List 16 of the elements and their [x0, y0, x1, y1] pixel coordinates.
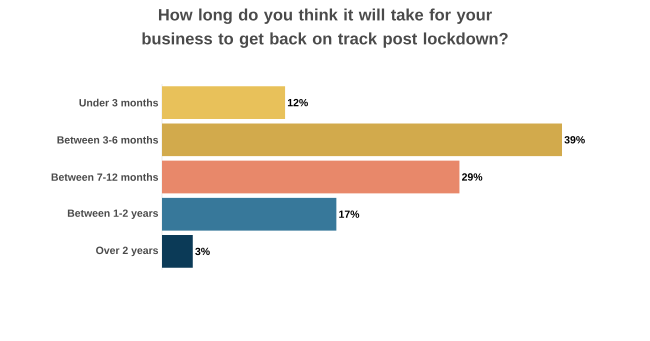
data-label: 12% — [288, 98, 308, 106]
bar — [162, 160, 460, 194]
y-tick-label: Over 2 years — [96, 246, 158, 256]
data-label: 17% — [339, 210, 360, 218]
data-label: 29% — [462, 173, 482, 181]
data-label: 39% — [564, 136, 585, 144]
bar — [162, 235, 193, 268]
y-tick-label: Between 3-6 months — [57, 136, 158, 144]
bar — [162, 123, 562, 156]
bar — [162, 86, 286, 119]
data-label: 3% — [195, 248, 210, 256]
bar — [162, 198, 336, 231]
chart-title: How long do you think it will take for your business to get back on track post lockdown? — [142, 8, 508, 48]
y-tick-label: Between 7-12 months — [52, 173, 158, 181]
y-tick-label: Under 3 months — [79, 98, 158, 106]
y-tick-label: Between 1-2 years — [68, 209, 158, 219]
